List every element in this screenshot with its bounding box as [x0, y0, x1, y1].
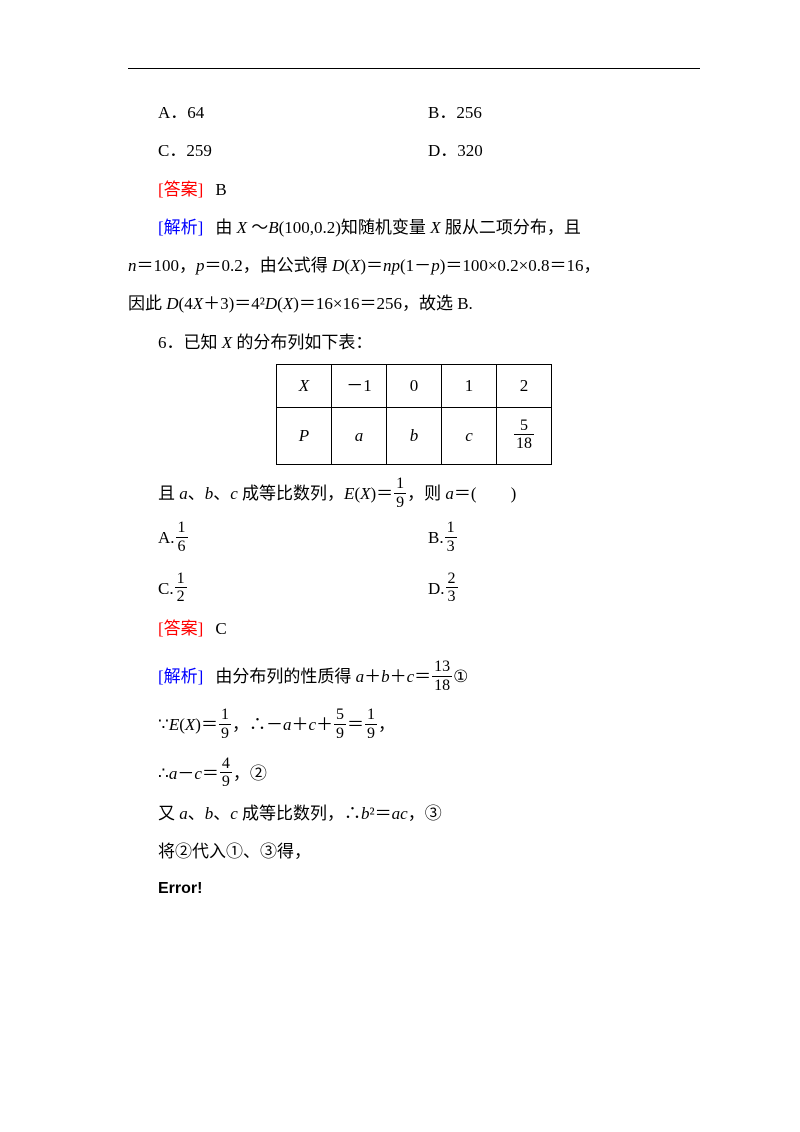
th-1: 1 [442, 364, 497, 407]
circ-3: ③ [425, 804, 442, 823]
top-rule [128, 68, 700, 69]
th-2: 2 [497, 364, 552, 407]
tr-frac: 518 [497, 408, 552, 465]
q5-option-d: D．320 [428, 132, 628, 170]
q6-s2: ∵E(X)＝19，∴－a＋c＋59＝19， [128, 706, 700, 744]
th-x: X [277, 364, 332, 407]
circ-2: ② [250, 764, 267, 783]
q5-analysis-3: 因此 D(4X＋3)＝4²D(X)＝16×16＝256，故选 B. [128, 285, 700, 323]
q6-option-d: D.23 [428, 570, 628, 608]
q5-option-c: C．259 [128, 132, 428, 170]
error-text: Error! [128, 871, 700, 907]
answer-value: C [215, 619, 226, 638]
tr-c: c [442, 408, 497, 465]
q6-s3: ∴a－c＝49，② [128, 755, 700, 793]
q6-option-c: C.12 [128, 570, 428, 608]
q5-analysis-1: [解析]由 X ～B(100,0.2)知随机变量 X 服从二项分布，且 [128, 209, 700, 247]
q6-opts-cd: C.12 D.23 [128, 570, 700, 608]
tr-p: P [277, 408, 332, 465]
q5-option-row-1: A．64 B．256 [128, 94, 700, 132]
tr-b: b [387, 408, 442, 465]
q6-cond: 且 a、b、c 成等比数列，E(X)＝19，则 a＝( ) [128, 475, 700, 513]
q5-answer: [答案] B [128, 171, 700, 209]
analysis-label: [解析] [158, 667, 203, 686]
circ-1: ① [453, 667, 468, 686]
q6-s5: 将②代入①、③得， [128, 833, 700, 871]
analysis-label: [解析] [158, 218, 203, 237]
q5-option-a: A．64 [128, 94, 428, 132]
answer-value: B [215, 180, 226, 199]
answer-label: [答案] [158, 619, 203, 638]
q5-analysis-2: n＝100，p＝0.2，由公式得 D(X)＝np(1－p)＝100×0.2×0.… [128, 247, 700, 285]
th-m1: －1 [332, 364, 387, 407]
q6-option-a: A.16 [128, 519, 428, 557]
q6-stem: 6．已知 X 的分布列如下表： [128, 324, 700, 362]
th-0: 0 [387, 364, 442, 407]
tr-a: a [332, 408, 387, 465]
q6-s1: [解析]由分布列的性质得 a＋b＋c＝1318① [128, 658, 700, 696]
q6-option-b: B.13 [428, 519, 628, 557]
q6-answer: [答案] C [128, 610, 700, 648]
q6-opts-ab: A.16 B.13 [128, 519, 700, 557]
q6-s4: 又 a、b、c 成等比数列，∴b²＝ac，③ [128, 795, 700, 833]
q5-option-b: B．256 [428, 94, 628, 132]
distribution-table: X －1 0 1 2 P a b c 518 [276, 364, 552, 465]
q5-option-row-2: C．259 D．320 [128, 132, 700, 170]
answer-label: [答案] [158, 180, 203, 199]
